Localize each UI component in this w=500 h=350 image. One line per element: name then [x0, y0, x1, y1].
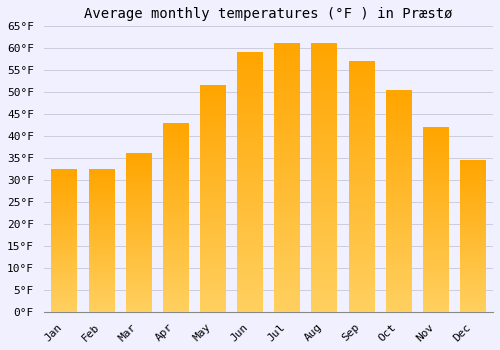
Title: Average monthly temperatures (°F ) in Præstø: Average monthly temperatures (°F ) in Pr… — [84, 7, 452, 21]
